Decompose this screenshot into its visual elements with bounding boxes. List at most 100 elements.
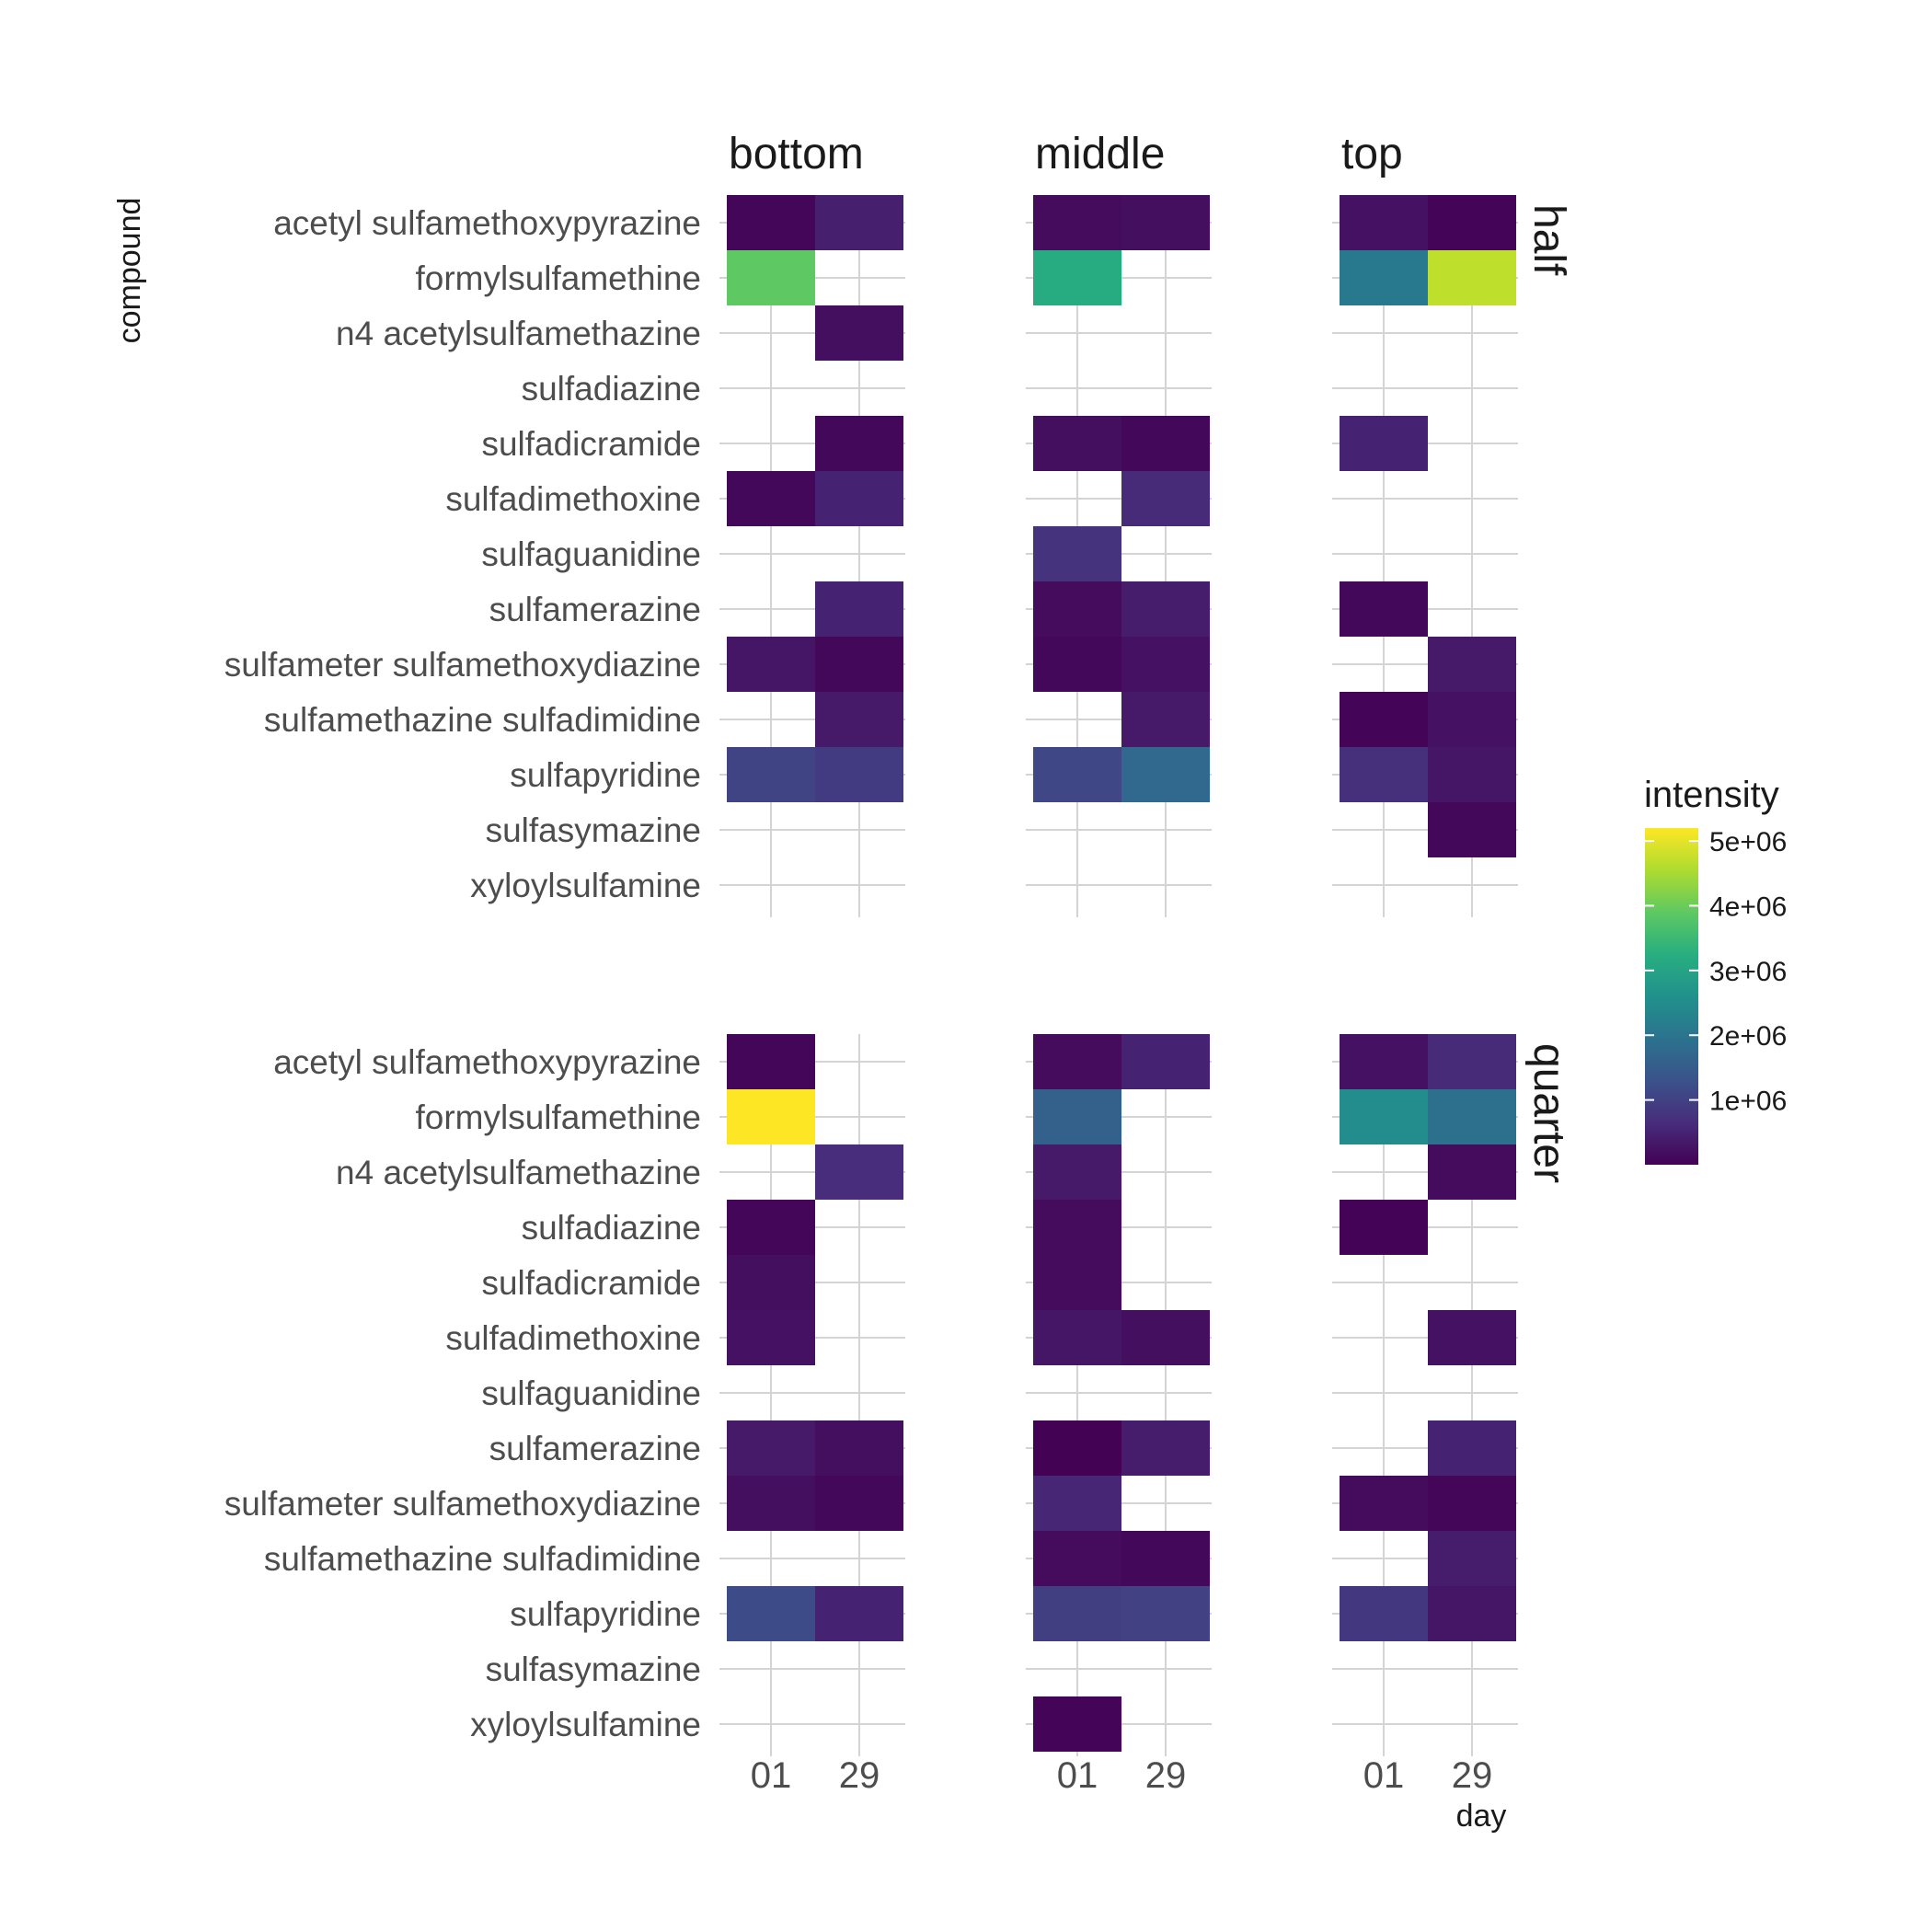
x-tick-label: 01: [1057, 1755, 1098, 1796]
y-tick-label: sulfameter sulfamethoxydiazine: [224, 1485, 701, 1523]
heatmap-cell: [1340, 1089, 1428, 1144]
heatmap-cell: [1428, 1586, 1516, 1641]
heatmap-cell: [1121, 581, 1210, 637]
legend-title: intensity: [1644, 775, 1779, 815]
y-tick-label: sulfadiazine: [522, 1209, 701, 1247]
heatmap-cell: [1428, 1476, 1516, 1531]
heatmap-cell: [727, 1034, 815, 1089]
heatmap-cell: [727, 1476, 815, 1531]
heatmap-cell: [1340, 195, 1428, 250]
x-tick-label: 29: [1452, 1755, 1493, 1796]
y-tick-label: acetyl sulfamethoxypyrazine: [273, 204, 701, 242]
heatmap-cell: [1340, 581, 1428, 637]
heatmap-cell: [1121, 747, 1210, 802]
y-tick-label: sulfapyridine: [510, 756, 701, 794]
y-tick-label: sulfasymazine: [486, 1650, 701, 1688]
axis-labels: bottom middle top half quarter acetyl sulfame…: [224, 130, 1573, 1796]
heatmap-cell: [1033, 1034, 1121, 1089]
facet-column-label: middle: [1035, 130, 1165, 178]
heatmap-cell: [1428, 1144, 1516, 1200]
x-tick-label: 01: [751, 1755, 792, 1796]
heatmap-cell: [1428, 1034, 1516, 1089]
y-tick-label: sulfamethazine sulfadimidine: [264, 1540, 701, 1578]
legend-tick-label: 2e+06: [1709, 1021, 1787, 1052]
heatmap-cell: [1340, 1586, 1428, 1641]
heatmap-cell: [1340, 1476, 1428, 1531]
heatmap-cell: [1340, 747, 1428, 802]
heatmap-cell: [815, 637, 903, 692]
heatmap-cell: [815, 1144, 903, 1200]
x-axis-title: day: [1456, 1799, 1507, 1834]
heatmap-cell: [1033, 1144, 1121, 1200]
heatmap-cell: [1033, 1531, 1121, 1586]
heatmap-cell: [727, 1420, 815, 1476]
heatmap-cell: [1033, 637, 1121, 692]
heatmap-cell: [1121, 471, 1210, 526]
facet-row-label: quarter: [1524, 1043, 1573, 1183]
heatmap-cell: [1428, 692, 1516, 747]
heatmap-cell: [1033, 1586, 1121, 1641]
x-tick-label: 29: [839, 1755, 880, 1796]
heatmap-cell: [1428, 1089, 1516, 1144]
heatmap-cell: [1033, 1255, 1121, 1310]
heatmap-cell: [1121, 1310, 1210, 1365]
y-tick-label: sulfamerazine: [489, 591, 701, 628]
heatmap-cell: [1428, 747, 1516, 802]
legend-colorbar: [1645, 828, 1698, 1165]
heatmap-cell: [1121, 692, 1210, 747]
heatmap-cell: [815, 416, 903, 471]
heatmap-cell: [1033, 747, 1121, 802]
heatmap-cell: [1033, 250, 1121, 305]
y-tick-label: xyloylsulfamine: [470, 867, 701, 904]
heatmap-cell: [1033, 195, 1121, 250]
y-tick-label: n4 acetylsulfamethazine: [336, 1154, 701, 1191]
heatmap-cell: [1428, 802, 1516, 857]
heatmap-cell: [1428, 1531, 1516, 1586]
heatmap-cell: [1033, 1696, 1121, 1752]
heatmap-cell: [1033, 1310, 1121, 1365]
heatmap-cell: [727, 1255, 815, 1310]
y-tick-label: sulfadicramide: [481, 425, 701, 463]
facet-row-label: half: [1524, 204, 1573, 276]
heatmap-cell: [1340, 692, 1428, 747]
heatmap-cell: [1340, 1034, 1428, 1089]
heatmap-cells: [727, 195, 1516, 1752]
heatmap-cell: [815, 195, 903, 250]
legend-ticks: 1e+06 2e+06 3e+06 4e+06 5e+06: [1645, 827, 1787, 1117]
y-tick-label: formylsulfamethine: [415, 1098, 701, 1136]
y-tick-label: sulfasymazine: [486, 811, 701, 849]
heatmap-cell: [1121, 1586, 1210, 1641]
heatmap-cell: [1033, 1476, 1121, 1531]
heatmap-cell: [1033, 526, 1121, 581]
y-tick-label: sulfadicramide: [481, 1264, 701, 1302]
heatmap-cell: [1428, 1420, 1516, 1476]
y-tick-label: sulfaguanidine: [481, 1374, 701, 1412]
heatmap-cell: [1121, 637, 1210, 692]
heatmap-cell: [815, 305, 903, 361]
heatmap-cell: [1340, 250, 1428, 305]
heatmap-cell: [727, 195, 815, 250]
heatmap-cell: [815, 692, 903, 747]
y-tick-label: sulfapyridine: [510, 1595, 701, 1633]
facet-column-label: top: [1341, 130, 1403, 178]
heatmap-cell: [815, 471, 903, 526]
heatmap-cell: [1033, 416, 1121, 471]
legend-tick-label: 1e+06: [1709, 1087, 1787, 1117]
legend-tick-label: 4e+06: [1709, 891, 1787, 922]
legend-tick-label: 3e+06: [1709, 957, 1787, 987]
heatmap-cell: [1121, 195, 1210, 250]
heatmap-cell: [815, 1476, 903, 1531]
heatmap-cell: [1033, 1089, 1121, 1144]
legend-tick-label: 5e+06: [1709, 827, 1787, 857]
y-tick-label: xyloylsulfamine: [470, 1706, 701, 1743]
heatmap-cell: [1033, 1420, 1121, 1476]
heatmap-cell: [727, 1089, 815, 1144]
y-tick-label: sulfamerazine: [489, 1430, 701, 1467]
y-tick-label: formylsulfamethine: [415, 259, 701, 297]
y-axis-title: compound: [112, 198, 147, 344]
heatmap-cell: [815, 1586, 903, 1641]
y-tick-label: sulfadiazine: [522, 370, 701, 408]
heatmap-cell: [1340, 1200, 1428, 1255]
heatmap-cell: [815, 1420, 903, 1476]
